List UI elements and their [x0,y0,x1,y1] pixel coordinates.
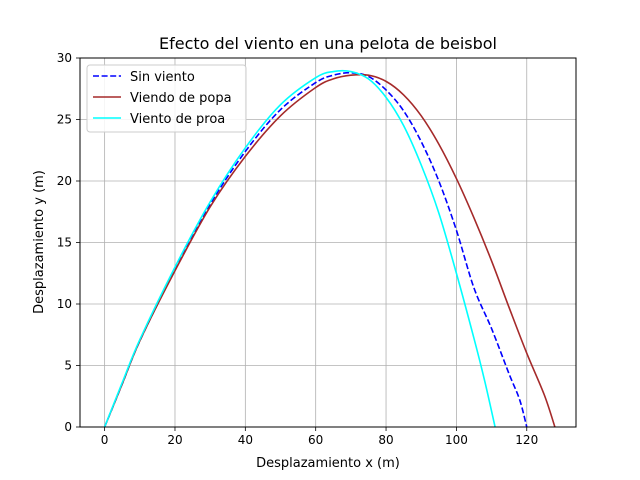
y-tick-label: 5 [64,359,72,373]
x-tick-label: 0 [101,433,109,447]
y-tick-label: 0 [64,420,72,434]
legend-label-1: Viendo de popa [130,91,232,106]
legend-label-2: Viento de proa [130,112,225,127]
legend-box [86,64,247,133]
legend: Sin viento Viendo de popa Viento de proa [86,64,247,133]
x-tick-label: 80 [378,433,393,447]
chart-title: Efecto del viento en una pelota de beisb… [159,34,497,53]
series-line-2 [103,69,496,428]
x-tick-label: 40 [238,433,253,447]
x-tick-label: 60 [308,433,323,447]
x-tick-label: 20 [167,433,182,447]
y-tick-label: 30 [57,51,72,65]
y-axis-label: Desplazamiento y (m) [32,170,47,314]
x-axis-ticks: 0 20 40 60 80 100 120 [101,427,538,447]
y-axis-ticks: 0 5 10 15 20 25 30 [57,51,80,434]
y-tick-label: 20 [57,174,72,188]
x-tick-label: 120 [515,433,538,447]
series-group [103,69,556,428]
y-tick-label: 25 [57,113,72,127]
y-tick-label: 15 [57,236,72,250]
series-line-0 [103,71,528,428]
x-tick-label: 100 [445,433,468,447]
series-line-1 [103,73,556,428]
x-axis-label: Desplazamiento x (m) [256,456,400,471]
y-tick-label: 10 [57,297,72,311]
legend-label-0: Sin viento [130,70,195,85]
